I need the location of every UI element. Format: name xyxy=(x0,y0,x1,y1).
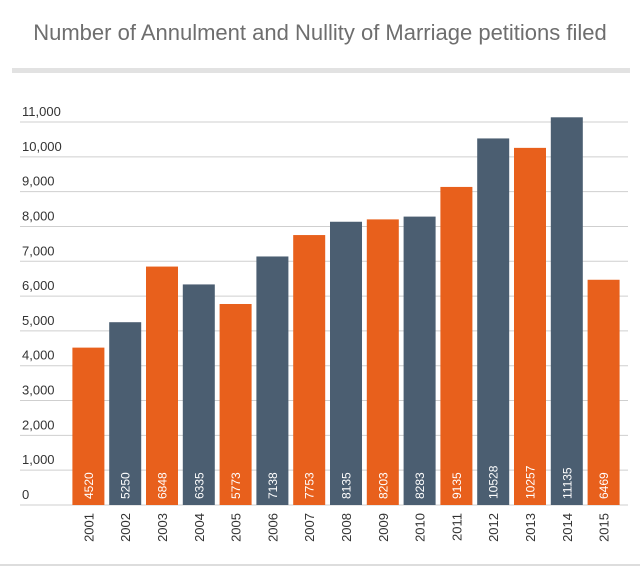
title-divider xyxy=(12,68,630,73)
x-tick-label: 2002 xyxy=(118,513,133,542)
bar-value-label: 8283 xyxy=(413,472,427,499)
bar-value-label: 8203 xyxy=(376,472,390,499)
chart-title: Number of Annulment and Nullity of Marri… xyxy=(33,20,607,45)
y-tick-label: 9,000 xyxy=(22,174,55,189)
bar xyxy=(587,279,620,505)
bar-value-label: 7138 xyxy=(266,472,280,499)
y-tick-label: 8,000 xyxy=(22,208,55,223)
bottom-divider xyxy=(0,564,640,566)
bar xyxy=(366,219,399,505)
bar-value-label: 5250 xyxy=(119,472,133,499)
x-tick-label: 2011 xyxy=(449,513,464,541)
y-tick-label: 11,000 xyxy=(22,104,61,119)
bar-value-label: 8135 xyxy=(340,472,354,499)
bar-value-label: 9135 xyxy=(450,472,464,499)
bar-value-label: 6469 xyxy=(597,472,611,499)
x-tick-label: 2009 xyxy=(376,513,391,542)
x-tick-label: 2014 xyxy=(560,513,575,542)
bar xyxy=(293,235,326,506)
y-tick-label: 4,000 xyxy=(22,348,55,363)
x-tick-label: 2004 xyxy=(192,513,207,542)
bar-value-label: 6335 xyxy=(192,472,206,499)
y-tick-label: 5,000 xyxy=(22,313,55,328)
x-tick-label: 2005 xyxy=(229,513,244,542)
x-tick-label: 2003 xyxy=(155,513,170,542)
bar xyxy=(403,216,436,505)
x-tick-label: 2013 xyxy=(523,513,538,542)
y-tick-label: 2,000 xyxy=(22,417,55,432)
y-tick-label: 7,000 xyxy=(22,243,55,258)
x-tick-label: 2008 xyxy=(339,513,354,542)
y-tick-label: 6,000 xyxy=(22,278,55,293)
y-tick-label: 0 xyxy=(22,487,29,502)
bar xyxy=(72,347,105,505)
x-tick-label: 2015 xyxy=(597,513,612,542)
y-tick-label: 1,000 xyxy=(22,452,55,467)
bar xyxy=(330,221,362,505)
bar xyxy=(109,322,142,505)
bar xyxy=(440,186,473,505)
bar-value-label: 6848 xyxy=(156,472,170,499)
bar xyxy=(514,147,546,505)
bar xyxy=(477,138,510,505)
bar xyxy=(146,266,178,505)
x-tick-label: 2006 xyxy=(265,513,280,542)
bar-value-label: 4520 xyxy=(82,472,96,499)
x-tick-label: 2007 xyxy=(302,513,317,542)
bar xyxy=(219,303,252,505)
x-tick-label: 2010 xyxy=(413,513,428,542)
bar-value-label: 5773 xyxy=(229,472,243,499)
x-tick-label: 2001 xyxy=(81,513,96,542)
bar-value-label: 10257 xyxy=(524,465,538,499)
bar-value-label: 11135 xyxy=(560,467,574,499)
y-tick-label: 3,000 xyxy=(22,383,55,398)
bar xyxy=(256,256,289,505)
bar-value-label: 7753 xyxy=(303,472,317,499)
y-tick-label: 10,000 xyxy=(22,139,62,154)
bar xyxy=(550,117,583,505)
bar-value-label: 10528 xyxy=(487,465,501,499)
bar xyxy=(182,284,215,505)
x-tick-label: 2012 xyxy=(486,513,501,542)
